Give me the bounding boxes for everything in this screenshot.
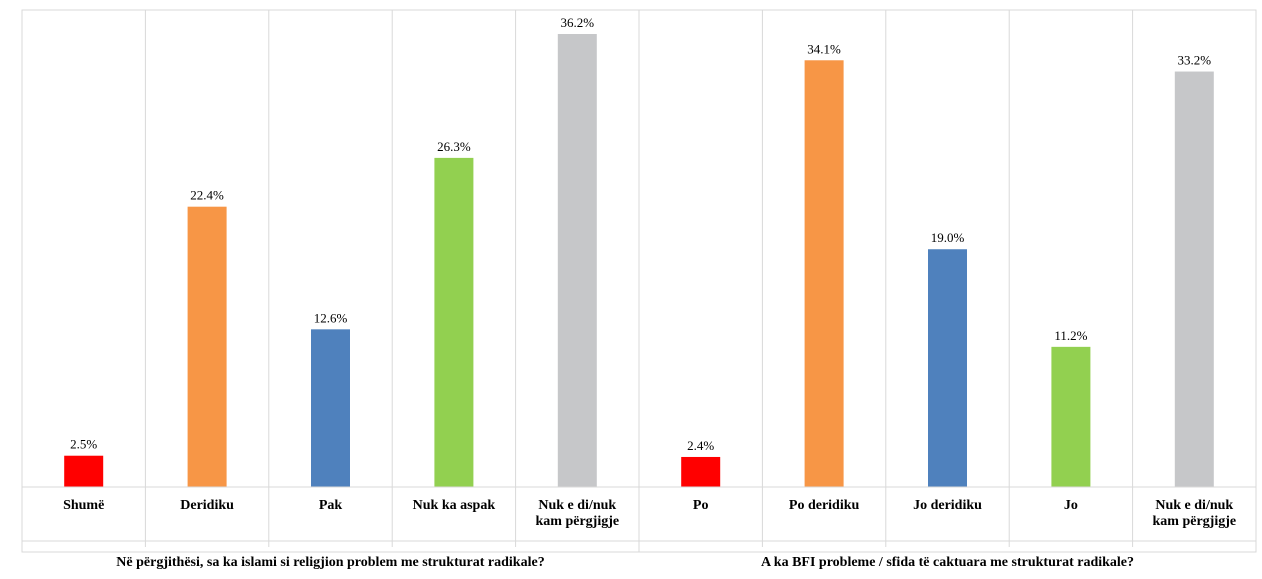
category-label-line: Deridiku [180,498,234,513]
category-label-2-3: Jo deridiku [913,498,982,513]
bar-2-2 [804,60,844,488]
data-label-1-5: 36.2% [561,15,595,30]
category-label-line: Po deridiku [789,498,860,513]
category-label-line: Shumë [63,498,104,513]
data-label-1-1: 2.5% [70,437,97,452]
data-label-1-3: 12.6% [314,310,348,325]
category-label-1-2: Deridiku [180,498,234,513]
category-label-line: kam përgjigje [1153,514,1237,529]
data-label-1-2: 22.4% [190,188,224,203]
bar-2-4 [1051,346,1091,487]
bar-2-5 [1174,71,1214,487]
data-label-2-3: 19.0% [931,230,965,245]
category-label-line: kam përgjigje [536,514,620,529]
data-label-2-1: 2.4% [687,438,714,453]
category-label-line: Nuk e di/nuk [538,498,616,513]
category-label-line: Jo deridiku [913,498,982,513]
data-label-2-4: 11.2% [1054,328,1087,343]
category-label-line: Po [693,498,709,513]
data-label-1-4: 26.3% [437,139,471,154]
bar-1-1 [64,455,104,487]
category-label-2-4: Jo [1064,498,1078,513]
category-label-1-4: Nuk ka aspak [413,498,496,513]
bar-2-3 [928,249,967,487]
category-label-line: Pak [319,498,343,513]
category-label-line: Nuk e di/nuk [1155,498,1233,513]
category-label-line: Nuk ka aspak [413,498,496,513]
group-title-2: A ka BFI probleme / sfida të caktuara me… [761,555,1134,570]
category-label-line: Jo [1064,498,1078,513]
category-label-1-1: Shumë [63,498,104,513]
data-label-2-2: 34.1% [807,41,841,56]
group-title-1: Në përgjithësi, sa ka islami si religjio… [116,555,544,570]
data-label-2-5: 33.2% [1178,53,1212,68]
category-label-1-3: Pak [319,498,343,513]
category-label-2-5: Nuk e di/nuk kam përgjigje [1153,498,1237,529]
category-label-2-1: Po [693,498,709,513]
bar-1-5 [557,34,597,487]
bar-1-2 [187,206,227,487]
bar-1-4 [434,157,474,488]
category-label-2-2: Po deridiku [789,498,860,513]
bar-1-3 [311,329,350,487]
category-label-1-5: Nuk e di/nuk kam përgjigje [536,498,620,529]
bar-2-1 [681,456,721,487]
